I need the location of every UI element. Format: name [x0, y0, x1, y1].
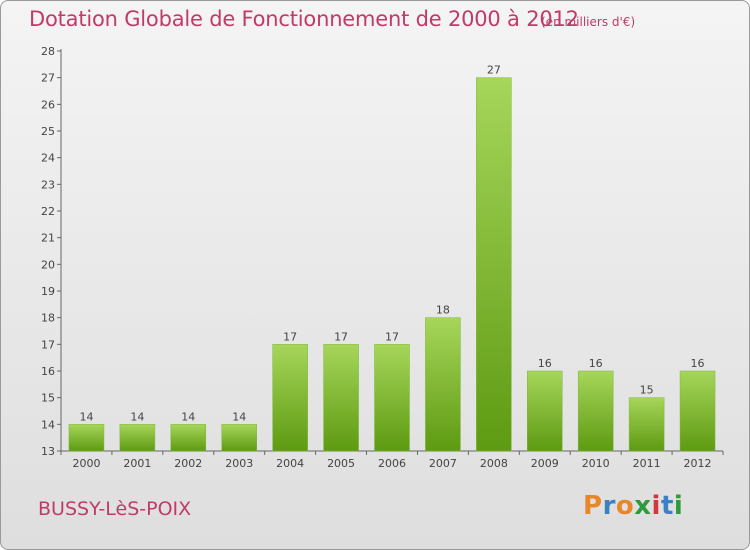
bar — [119, 424, 156, 452]
data-label: 17 — [334, 330, 348, 343]
bar — [374, 344, 410, 452]
y-tick-label: 22 — [41, 205, 55, 218]
x-tick-label: 2006 — [378, 457, 406, 470]
data-label: 16 — [691, 357, 705, 370]
logo-letter: x — [634, 491, 652, 521]
bar — [272, 344, 308, 452]
data-label: 14 — [79, 410, 93, 423]
data-label: 17 — [283, 330, 297, 343]
y-tick-label: 21 — [41, 232, 55, 245]
data-label: 15 — [640, 384, 654, 397]
bar — [628, 397, 665, 452]
data-label: 17 — [385, 330, 399, 343]
y-tick-label: 20 — [41, 258, 55, 271]
bar — [170, 424, 207, 452]
y-tick-label: 14 — [41, 418, 55, 431]
bar — [221, 424, 257, 452]
logo-letter: i — [673, 491, 684, 521]
x-tick-label: 2000 — [72, 457, 100, 470]
y-tick-label: 25 — [41, 125, 55, 138]
logo-letter: r — [602, 491, 616, 521]
bar — [577, 370, 614, 452]
commune-name: BUSSY-LèS-POIX — [38, 498, 192, 520]
bar — [679, 370, 716, 452]
bar — [476, 77, 512, 452]
y-tick-label: 16 — [41, 365, 55, 378]
logo-letter: i — [651, 491, 661, 521]
data-label: 14 — [130, 410, 144, 423]
bar — [68, 424, 105, 452]
logo-letter: P — [583, 491, 603, 521]
bar — [425, 317, 461, 452]
x-tick-label: 2011 — [633, 457, 661, 470]
chart-units: (en milliers d'€) — [541, 15, 636, 29]
logo-letter: o — [615, 491, 635, 521]
proxiti-logo[interactable]: Proxiti — [583, 491, 683, 521]
data-label: 16 — [589, 357, 603, 370]
y-tick-label: 26 — [41, 98, 55, 111]
x-tick-label: 2002 — [174, 457, 202, 470]
bar — [323, 344, 359, 452]
y-tick-label: 13 — [41, 445, 55, 458]
x-tick-label: 2008 — [480, 457, 508, 470]
x-tick-label: 2010 — [582, 457, 610, 470]
data-label: 27 — [487, 64, 501, 77]
y-tick-label: 28 — [41, 45, 55, 58]
y-tick-label: 18 — [41, 312, 55, 325]
y-tick-label: 17 — [41, 338, 55, 351]
data-label: 14 — [232, 410, 246, 423]
data-label: 18 — [436, 304, 450, 317]
bar — [527, 370, 563, 452]
y-tick-label: 24 — [41, 152, 55, 165]
data-label: 14 — [181, 410, 195, 423]
x-tick-label: 2012 — [684, 457, 712, 470]
x-tick-label: 2004 — [276, 457, 304, 470]
chart-title: Dotation Globale de Fonctionnement de 20… — [29, 7, 579, 31]
x-tick-label: 2009 — [531, 457, 559, 470]
logo-letter: t — [660, 491, 674, 521]
x-tick-label: 2005 — [327, 457, 355, 470]
y-tick-label: 23 — [41, 178, 55, 191]
y-tick-label: 27 — [41, 72, 55, 85]
y-tick-label: 15 — [41, 392, 55, 405]
x-tick-label: 2003 — [225, 457, 253, 470]
x-tick-label: 2007 — [429, 457, 457, 470]
data-label: 16 — [538, 357, 552, 370]
y-tick-label: 19 — [41, 285, 55, 298]
x-tick-label: 2001 — [123, 457, 151, 470]
